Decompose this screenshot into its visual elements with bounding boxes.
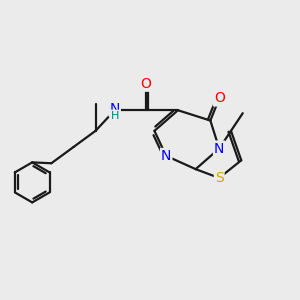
Text: H: H xyxy=(110,110,119,121)
Text: N: N xyxy=(110,102,120,116)
Text: O: O xyxy=(140,77,151,91)
Text: O: O xyxy=(214,92,225,106)
Text: S: S xyxy=(215,171,224,185)
Text: N: N xyxy=(161,149,171,163)
Text: N: N xyxy=(214,142,224,155)
